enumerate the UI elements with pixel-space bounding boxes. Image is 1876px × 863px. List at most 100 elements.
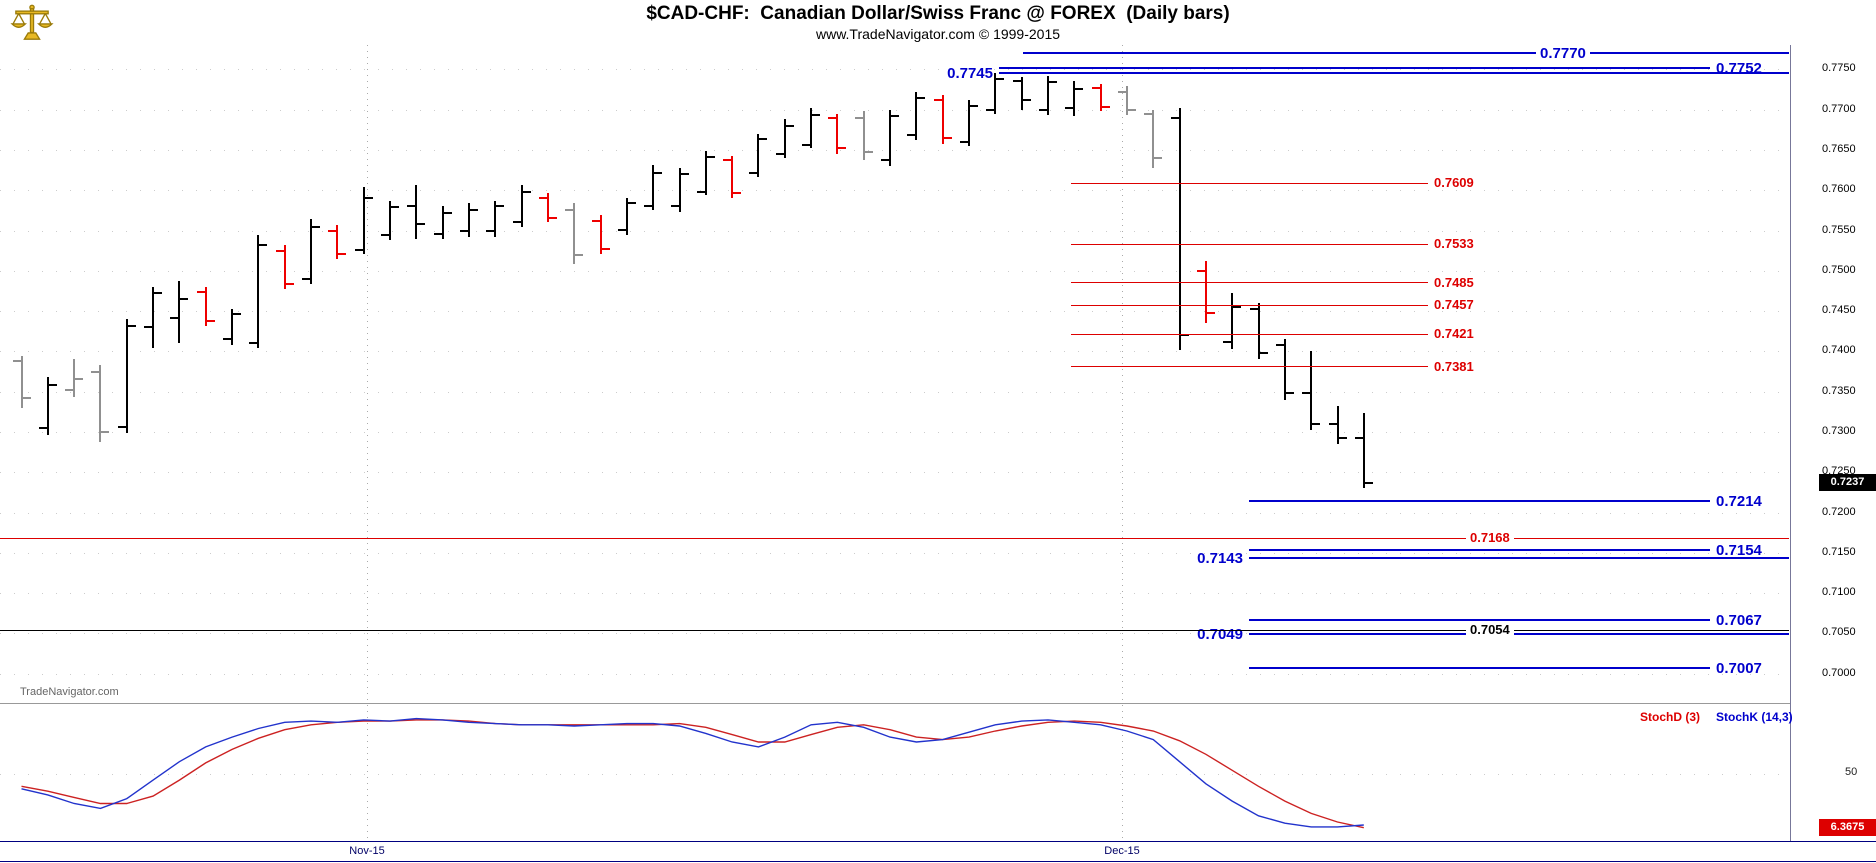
price-axis-label-0.7600: 0.7600 [1822,183,1856,196]
horizontal-gridline [0,674,1790,675]
price-axis-label-0.7700: 0.7700 [1822,102,1856,115]
ohlc-bar-range [810,108,813,149]
ohlc-close-tick [417,223,426,226]
ohlc-close-tick [1154,157,1163,160]
date-axis-top-line [0,841,1876,842]
ohlc-open-tick [1170,116,1179,119]
level-line-0.7752 [999,66,1710,69]
ohlc-close-tick [1180,334,1189,337]
ohlc-close-tick [706,156,715,159]
level-label-0.7533: 0.7533 [1434,236,1474,252]
level-label-0.7007: 0.7007 [1716,660,1762,678]
stochastic-panel[interactable] [0,703,1790,841]
ohlc-open-tick [802,144,811,147]
stoch-mid-scale-label: 50 [1845,766,1858,778]
ohlc-close-tick [1338,437,1347,440]
horizontal-gridline [0,593,1790,594]
ohlc-bar-range [941,95,944,144]
ohlc-close-tick [1312,422,1321,425]
stochk-legend-label[interactable]: StochK (14,3) [1716,710,1793,724]
price-axis-label-0.7400: 0.7400 [1822,344,1856,357]
ohlc-bar-range [1073,81,1076,117]
ohlc-open-tick [538,197,547,200]
ohlc-open-tick [1038,108,1047,111]
ohlc-close-tick [154,292,163,295]
horizontal-gridline [0,150,1790,151]
level-line-0.7745 [999,72,1789,75]
horizontal-gridline [0,553,1790,554]
last-price-badge: 0.7237 [1819,474,1876,491]
ohlc-open-tick [1117,90,1126,93]
ohlc-close-tick [364,196,373,199]
ohlc-bar-range [99,365,102,442]
ohlc-open-tick [1065,107,1074,110]
ohlc-close-tick [496,204,505,207]
horizontal-gridline [0,472,1790,473]
ohlc-open-tick [1302,392,1311,395]
ohlc-close-tick [1259,352,1268,354]
ohlc-bar-range [467,203,470,237]
ohlc-open-tick [1091,86,1100,89]
stochk-line [21,717,1364,828]
ohlc-bar-range [362,187,365,254]
ohlc-open-tick [1275,343,1284,346]
ohlc-close-tick [1022,99,1031,102]
price-axis[interactable]: 0.7750 0.7700 0.7650 0.7600 0.7550 0.7500 0.74… [1791,45,1876,841]
ohlc-open-tick [117,426,126,429]
ohlc-bar-range [1178,108,1181,350]
level-label-0.7381: 0.7381 [1434,358,1474,374]
ohlc-bar-range [1257,303,1260,360]
ohlc-close-tick [733,191,742,194]
ohlc-open-tick [828,116,837,119]
horizontal-gridline [0,110,1790,111]
ohlc-open-tick [354,248,363,251]
level-line-0.7049 [1249,633,1789,636]
ohlc-close-tick [759,138,768,141]
horizontal-gridline [0,513,1790,514]
ohlc-close-tick [1075,87,1084,90]
ohlc-bar-range [520,185,523,228]
stochd-legend-label[interactable]: StochD (3) [1640,710,1700,724]
date-label-dec[interactable]: Dec-15 [1104,845,1140,857]
date-label-nov[interactable]: Nov-15 [349,845,385,857]
ohlc-close-tick [1101,106,1110,109]
ohlc-bar-range [1283,339,1286,400]
ohlc-open-tick [749,172,758,175]
ohlc-close-tick [48,384,57,387]
horizontal-gridline [0,69,1790,70]
ohlc-bar-range [915,91,918,141]
ohlc-bar-range [1362,412,1365,489]
level-line-0.7457 [1071,304,1428,306]
ohlc-close-tick [127,324,136,327]
ohlc-bar-range [20,356,23,408]
ohlc-open-tick [854,116,863,119]
level-label-0.7049: 0.7049 [1197,626,1243,644]
stoch-value-badge: 6.3675 [1819,819,1876,836]
ohlc-close-tick [22,397,31,400]
ohlc-bar-range [599,215,602,254]
ohlc-bar-range [1152,109,1155,168]
level-label-0.7143: 0.7143 [1197,550,1243,568]
level-label-0.7457: 0.7457 [1434,297,1474,313]
ohlc-close-tick [285,282,294,285]
ohlc-bar-range [178,281,181,343]
chart-subtitle: www.TradeNavigator.com © 1999-2015 [815,26,1061,42]
panel-divider[interactable] [0,703,1790,704]
price-axis-label-0.7300: 0.7300 [1822,424,1856,437]
ohlc-close-tick [996,78,1005,81]
ohlc-close-tick [75,377,84,380]
ohlc-open-tick [617,228,626,231]
level-line-0.7054 [0,629,1789,631]
price-axis-label-0.7750: 0.7750 [1822,62,1856,75]
ohlc-open-tick [907,134,916,137]
ohlc-bar-range [836,113,839,154]
ohlc-open-tick [591,219,600,222]
price-axis-label-0.7350: 0.7350 [1822,384,1856,397]
ohlc-bar-range [283,245,286,289]
vertical-month-gridline [1122,45,1123,840]
indicator-legend: StochD (3) StochK (14,3) [1640,710,1793,724]
ohlc-bar-range [546,193,549,223]
